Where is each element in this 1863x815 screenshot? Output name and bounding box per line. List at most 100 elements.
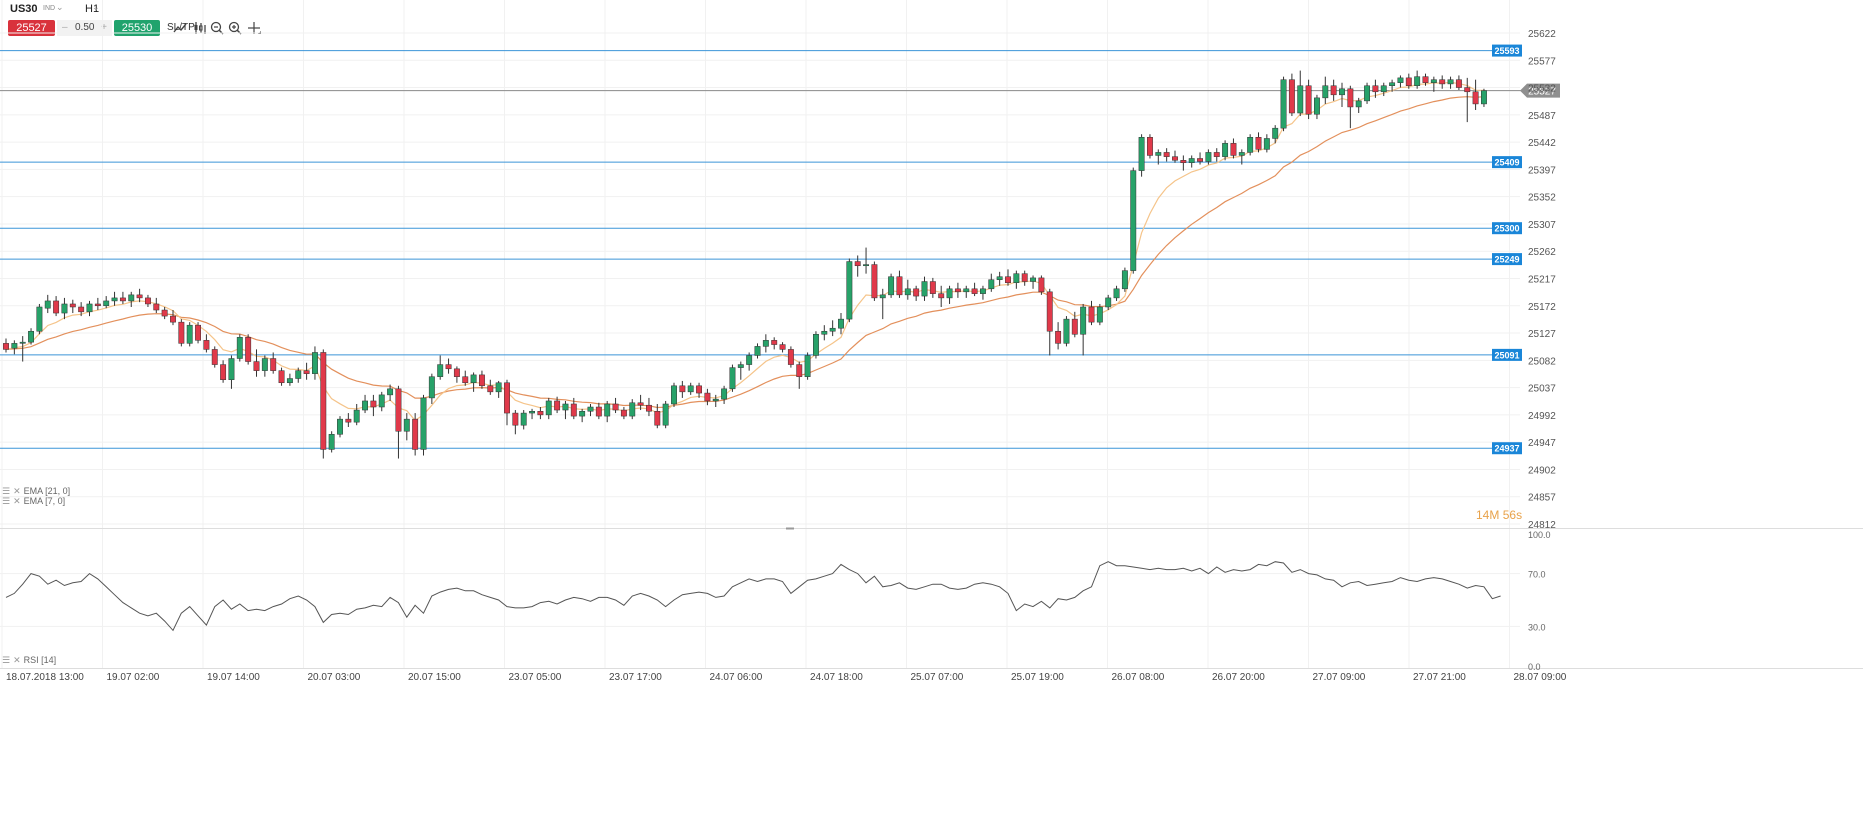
- candle-body: [453, 368, 460, 377]
- candle-body: [328, 434, 335, 450]
- time-tick-label: 20.07 03:00: [308, 672, 361, 683]
- bear-candle: [929, 277, 936, 298]
- candle-body: [587, 406, 594, 412]
- bull-candle: [1389, 79, 1396, 92]
- candle-body: [1063, 318, 1070, 344]
- bear-candle: [771, 337, 778, 350]
- close-icon[interactable]: ✕: [13, 486, 21, 496]
- bull-candle: [387, 384, 394, 401]
- bear-candle: [1197, 152, 1203, 165]
- time-tick-label: 25.07 19:00: [1011, 672, 1064, 683]
- price-tick-label: 25442: [1528, 138, 1556, 149]
- bull-candle: [1063, 316, 1070, 347]
- candle-body: [1096, 306, 1103, 323]
- buy-button[interactable]: 25530: [114, 20, 160, 36]
- candle-body: [1213, 152, 1220, 157]
- bull-candle: [846, 258, 853, 323]
- bear-candle: [896, 270, 903, 298]
- bear-candle: [704, 388, 711, 406]
- timeframe-dropdown-icon[interactable]: ⌄: [92, 2, 100, 12]
- indicator-ema21[interactable]: ☰ ✕ EMA [21, 0]: [2, 486, 70, 497]
- bear-candle: [537, 407, 544, 420]
- candle-body: [28, 330, 35, 343]
- candle-body: [1172, 156, 1178, 161]
- candle-body: [286, 378, 293, 384]
- candle-body: [445, 364, 452, 370]
- bull-candle: [1263, 134, 1270, 153]
- candle-body: [470, 374, 477, 384]
- candle-body: [220, 364, 227, 380]
- crosshair-icon[interactable]: [246, 20, 262, 36]
- lot-size-value[interactable]: 0.50: [75, 22, 95, 33]
- timeframe-selector[interactable]: H1: [85, 3, 100, 15]
- bull-candle: [888, 273, 895, 298]
- time-tick-label: 19.07 14:00: [207, 672, 260, 683]
- time-tick-label: 23.07 17:00: [609, 672, 662, 683]
- candle-body: [103, 300, 110, 307]
- bear-candle: [612, 397, 619, 414]
- zoom-out-icon[interactable]: [209, 20, 225, 36]
- candle-body: [1447, 79, 1454, 85]
- bear-candle: [69, 299, 76, 314]
- bear-candle: [512, 410, 519, 435]
- lot-minus-button[interactable]: –: [62, 22, 68, 33]
- bull-candle: [963, 285, 970, 298]
- bull-candle: [921, 276, 928, 301]
- sell-button[interactable]: 25527: [8, 20, 55, 36]
- candle-body: [570, 403, 577, 417]
- bear-candle: [1439, 75, 1446, 89]
- bull-candle: [19, 336, 26, 362]
- bear-candle: [395, 385, 402, 459]
- candle-body: [69, 303, 76, 308]
- symbol-dropdown-icon[interactable]: ⌄: [56, 2, 64, 12]
- bull-candle: [1364, 82, 1370, 104]
- candle-body: [145, 297, 151, 305]
- candle-body: [128, 294, 135, 302]
- settings-icon[interactable]: ☰: [2, 486, 11, 496]
- close-icon[interactable]: ✕: [13, 655, 21, 665]
- sltp-button[interactable]: SL/TP: [167, 22, 195, 33]
- bull-candle: [1322, 76, 1329, 104]
- candle-body: [1071, 318, 1078, 335]
- indicator-ema7[interactable]: ☰ ✕ EMA [7, 0]: [2, 496, 65, 507]
- candle-body: [170, 315, 176, 323]
- lot-plus-button[interactable]: +: [101, 22, 107, 33]
- bull-candle: [236, 334, 243, 362]
- bull-candle: [1096, 303, 1103, 326]
- bull-candle: [111, 291, 118, 306]
- rsi-label: RSI [14]: [23, 655, 57, 665]
- candle-body: [620, 409, 627, 417]
- time-tick-label: 26.07 20:00: [1212, 672, 1265, 683]
- candle-body: [119, 297, 126, 302]
- candle-body: [787, 349, 794, 365]
- bull-candle: [1447, 76, 1454, 89]
- settings-icon[interactable]: ☰: [2, 655, 11, 665]
- candle-body: [1430, 79, 1437, 83]
- countdown-minutes: 14: [1476, 508, 1490, 522]
- settings-icon[interactable]: ☰: [2, 496, 11, 506]
- candle-body: [236, 337, 243, 359]
- bull-candle: [1155, 149, 1162, 165]
- candle-body: [1380, 85, 1387, 93]
- candle-body: [871, 264, 878, 299]
- bull-candle: [495, 380, 502, 398]
- bear-candle: [211, 346, 218, 368]
- bull-candle: [946, 285, 953, 304]
- price-tick-label: 25037: [1528, 384, 1556, 395]
- candle-body: [178, 321, 185, 344]
- bear-candle: [1422, 73, 1429, 86]
- bull-candle: [712, 394, 719, 408]
- indicator-rsi[interactable]: ☰ ✕ RSI [14]: [2, 655, 56, 666]
- lot-size-stepper[interactable]: – 0.50 +: [57, 20, 112, 36]
- indicators-icon[interactable]: [192, 20, 208, 36]
- candle-body: [203, 340, 210, 350]
- candle-body: [996, 276, 1003, 280]
- chart-type-icon[interactable]: [172, 20, 188, 36]
- close-icon[interactable]: ✕: [13, 496, 21, 506]
- time-tick-label: 27.07 21:00: [1413, 672, 1466, 683]
- bull-candle: [312, 346, 318, 380]
- zoom-in-icon[interactable]: [227, 20, 243, 36]
- candle-body: [278, 370, 285, 384]
- symbol-name[interactable]: US30: [10, 3, 38, 15]
